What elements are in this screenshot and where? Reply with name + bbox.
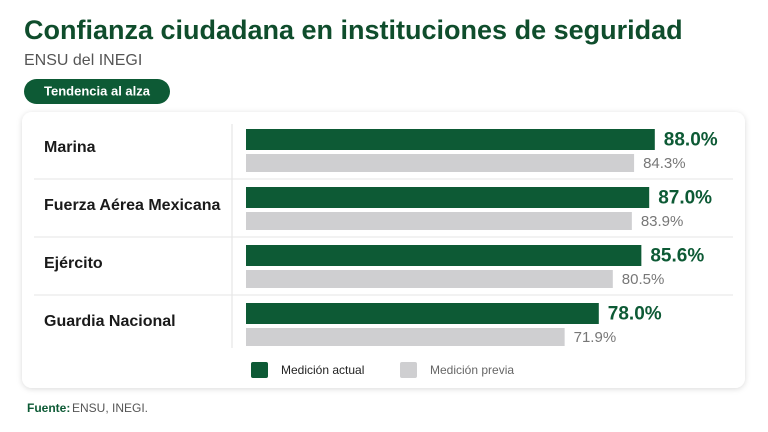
chart-subtitle: ENSU del INEGI	[24, 52, 142, 69]
source-label: Fuente:	[27, 401, 70, 415]
value-label: 78.0%	[608, 304, 662, 325]
value-label: 80.5%	[622, 271, 665, 288]
value-label: 71.9%	[574, 329, 617, 346]
legend-swatch	[251, 362, 268, 378]
bar	[246, 328, 565, 346]
bar	[246, 187, 650, 208]
source-text: ENSU, INEGI.	[72, 401, 148, 415]
value-label: 83.9%	[641, 213, 684, 230]
value-label: 85.6%	[650, 246, 704, 267]
category-label: Guardia Nacional	[44, 313, 176, 330]
value-label: 88.0%	[664, 130, 718, 151]
legend-label: Medición actual	[281, 363, 364, 377]
chart-title: Confianza ciudadana en instituciones de …	[24, 15, 683, 45]
category-label: Marina	[44, 139, 96, 156]
bar	[246, 212, 632, 230]
legend-swatch	[400, 362, 417, 378]
legend-label: Medición previa	[430, 363, 514, 377]
bar	[246, 303, 599, 324]
badge-text: Tendencia al alza	[44, 83, 151, 98]
bar	[246, 129, 655, 150]
bar	[246, 245, 642, 266]
bar	[246, 270, 613, 288]
category-label: Ejército	[44, 255, 103, 272]
badge	[24, 79, 170, 104]
value-label: 84.3%	[643, 155, 686, 172]
value-label: 87.0%	[658, 188, 712, 209]
category-label: Fuerza Aérea Mexicana	[44, 197, 220, 214]
bar	[246, 154, 635, 172]
